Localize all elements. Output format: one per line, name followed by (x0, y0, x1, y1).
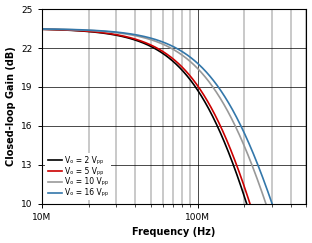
Vₒ = 10 Vₚₚ (228, 113, 232, 116)
Vₒ = 2 Vₚₚ (62, 28, 66, 31)
Vₒ = 2 Vₚₚ (245, 202, 249, 205)
Vₒ = 2 Vₚₚ (59, 28, 63, 31)
Vₒ = 16 Vₚₚ (190, 57, 194, 60)
Vₒ = 2 Vₚₚ (184, 73, 188, 76)
Vₒ = 16 Vₚₚ (45, 27, 49, 30)
Vₒ = 10 Vₚₚ (236, 131, 240, 134)
Vₒ = 16 Vₚₚ (270, 200, 273, 203)
Vₒ = 5 Vₚₚ (248, 202, 252, 205)
Vₒ = 5 Vₚₚ (142, 40, 145, 43)
Vₒ = 5 Vₚₚ (40, 28, 43, 31)
Vₒ = 10 Vₚₚ (241, 141, 245, 144)
Line: Vₒ = 10 Vₚₚ: Vₒ = 10 Vₚₚ (41, 29, 266, 204)
Vₒ = 16 Vₚₚ (270, 202, 274, 205)
Vₒ = 5 Vₚₚ (61, 28, 65, 31)
Vₒ = 2 Vₚₚ (48, 28, 51, 31)
Y-axis label: Closed-loop Gain (dB): Closed-loop Gain (dB) (6, 47, 16, 166)
Vₒ = 16 Vₚₚ (253, 157, 257, 160)
Vₒ = 5 Vₚₚ (208, 104, 212, 107)
Line: Vₒ = 16 Vₚₚ: Vₒ = 16 Vₚₚ (41, 29, 272, 204)
Vₒ = 2 Vₚₚ (40, 28, 43, 31)
Vₒ = 10 Vₚₚ (40, 27, 43, 30)
Line: Vₒ = 2 Vₚₚ: Vₒ = 2 Vₚₚ (41, 29, 247, 204)
Vₒ = 16 Vₚₚ (247, 143, 251, 146)
Legend: Vₒ = 2 Vₚₚ, Vₒ = 5 Vₚₚ, Vₒ = 10 Vₚₚ, Vₒ = 16 Vₚₚ: Vₒ = 2 Vₚₚ, Vₒ = 5 Vₚₚ, Vₒ = 10 Vₚₚ, Vₒ … (46, 153, 111, 200)
Vₒ = 10 Vₚₚ (235, 127, 238, 130)
Vₒ = 5 Vₚₚ (224, 138, 228, 140)
Vₒ = 10 Vₚₚ (159, 42, 163, 45)
Vₒ = 5 Vₚₚ (216, 118, 219, 121)
Vₒ = 10 Vₚₚ (264, 202, 268, 205)
Vₒ = 2 Vₚₚ (152, 47, 156, 50)
X-axis label: Frequency (Hz): Frequency (Hz) (132, 227, 216, 237)
Vₒ = 2 Vₚₚ (151, 46, 155, 49)
Line: Vₒ = 5 Vₚₚ: Vₒ = 5 Vₚₚ (41, 29, 250, 204)
Vₒ = 10 Vₚₚ (217, 94, 220, 97)
Vₒ = 16 Vₚₚ (40, 27, 43, 30)
Vₒ = 16 Vₚₚ (142, 35, 146, 38)
Vₒ = 5 Vₚₚ (111, 33, 115, 35)
